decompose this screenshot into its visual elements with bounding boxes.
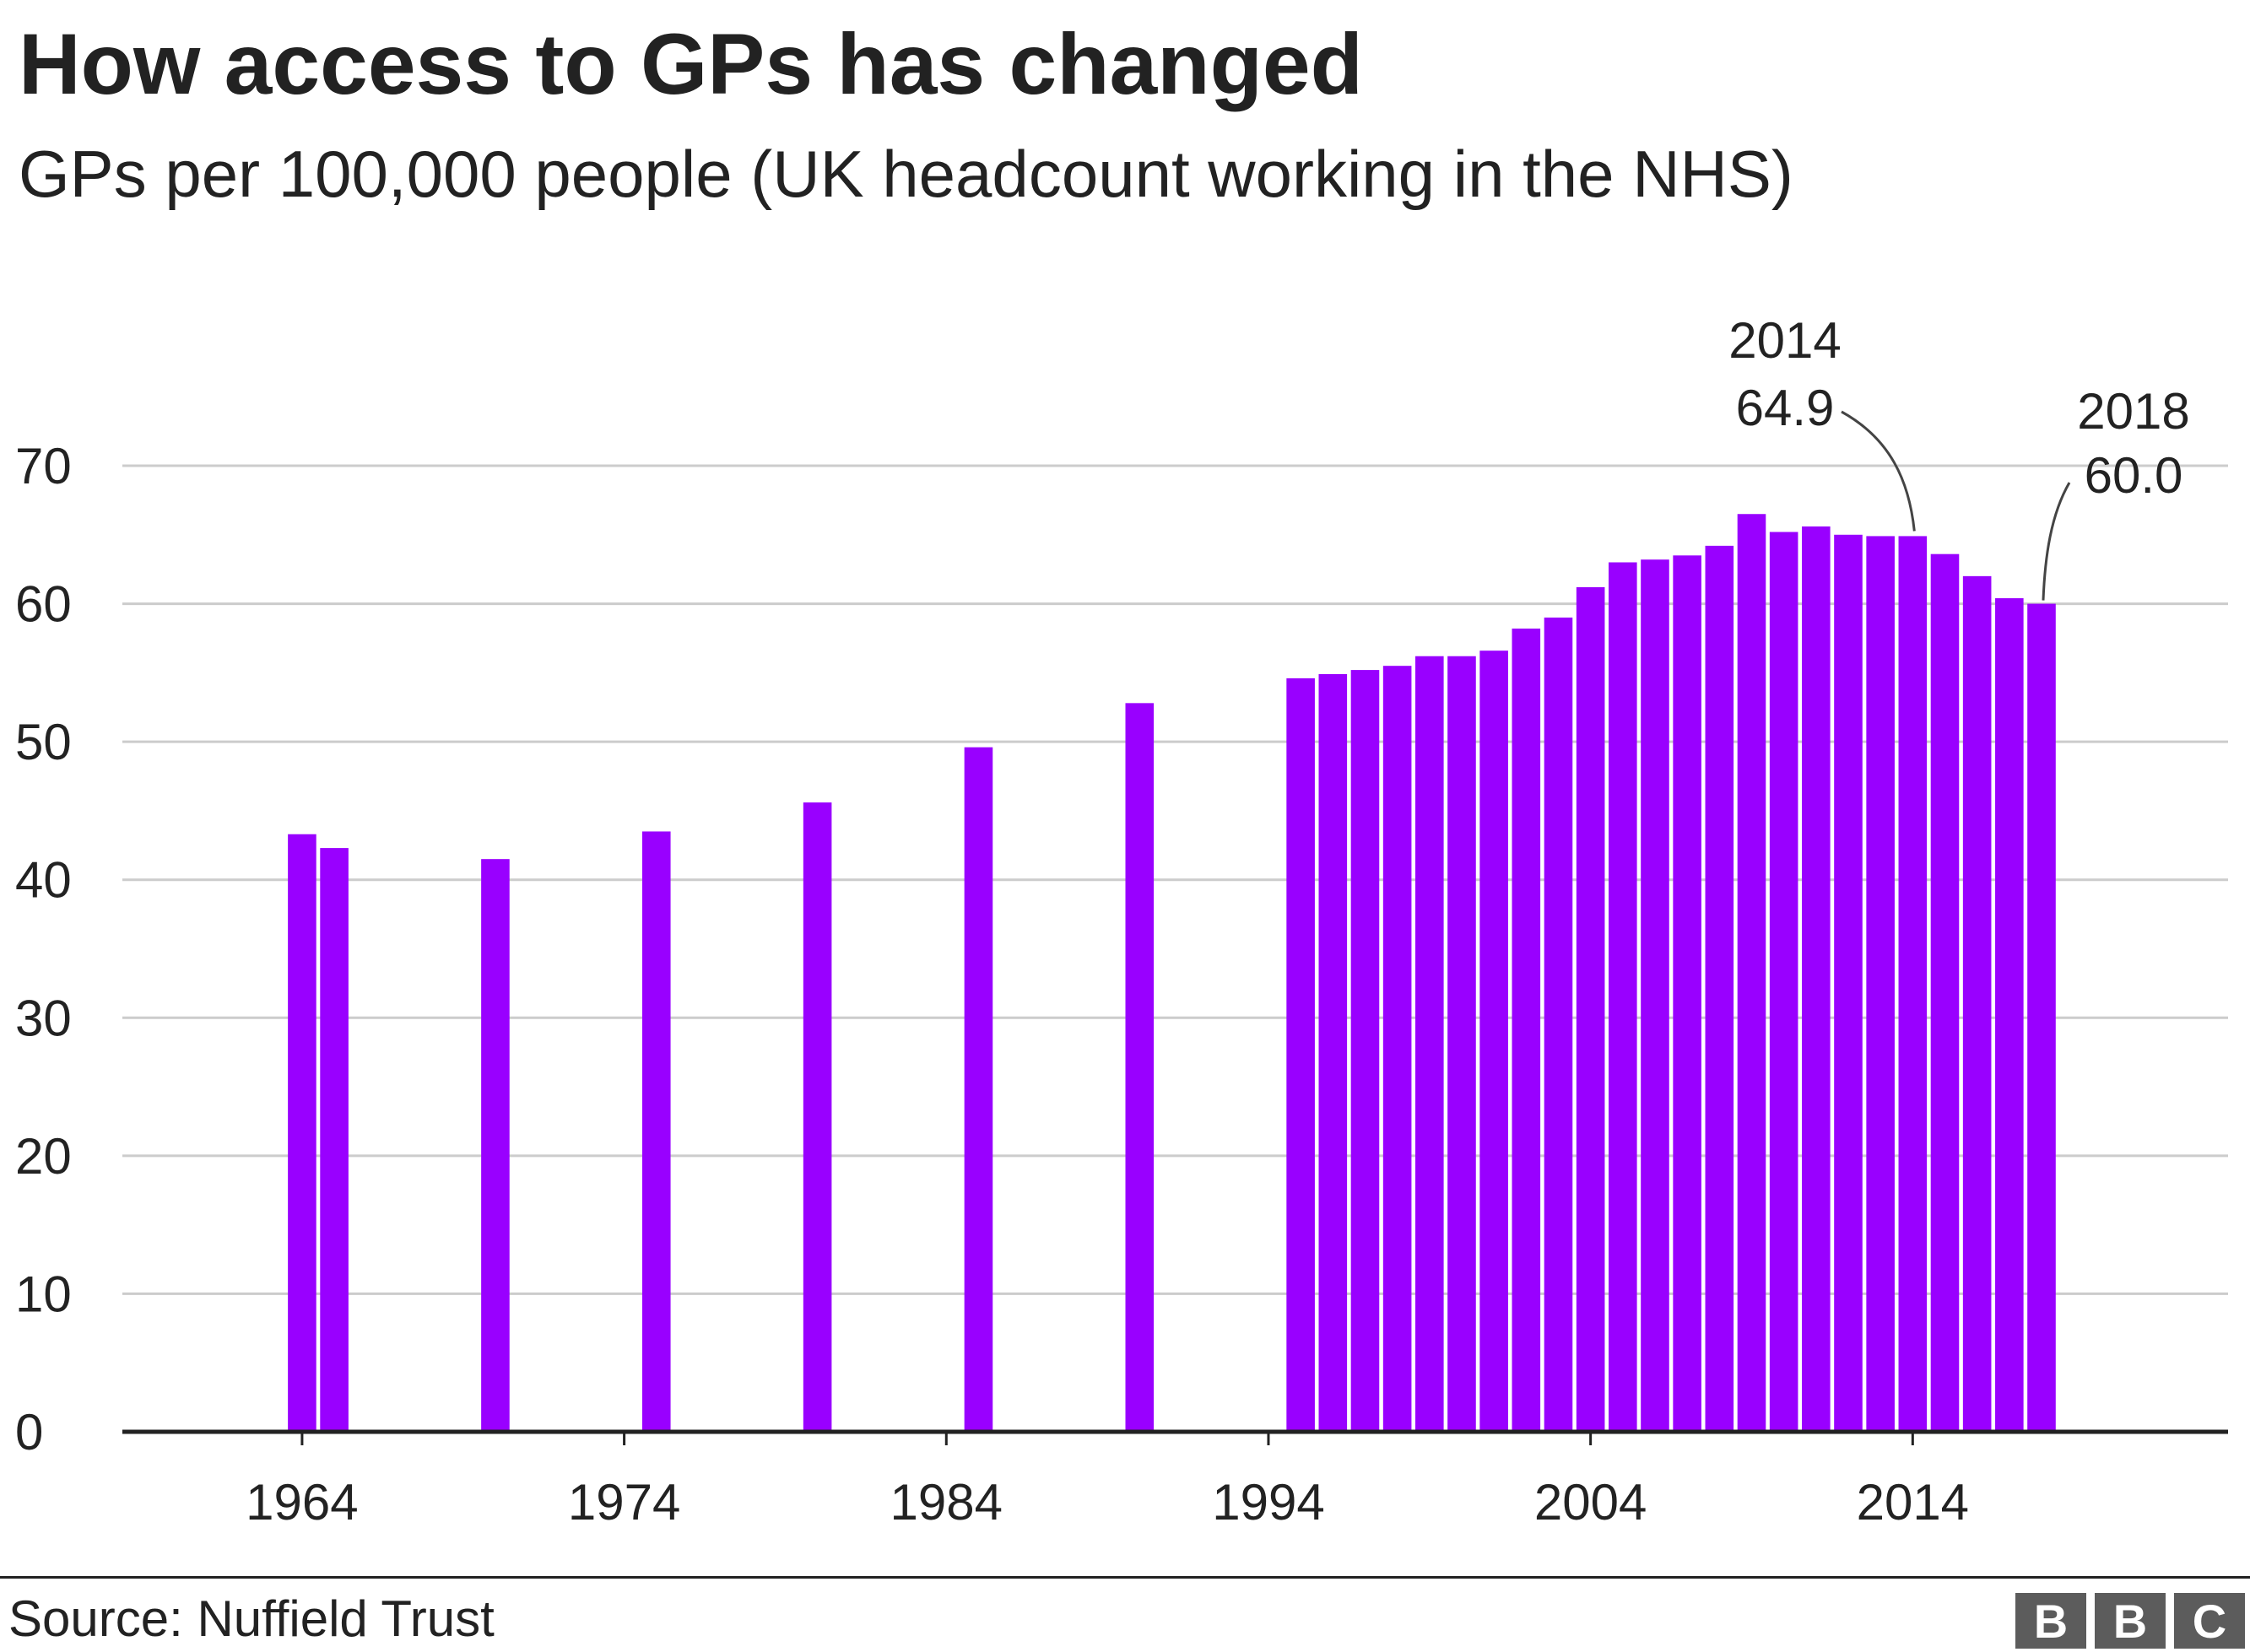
bar-2014 [1898,536,1928,1433]
annotation-2014-callout [1841,410,1916,532]
bar-1975 [641,831,671,1432]
y-tick-label-20: 20 [15,1128,72,1185]
x-tick-label-1964: 1964 [246,1474,358,1531]
annotations: 2014 64.9 2018 60.0 [1728,312,2190,601]
annotation-2018-value: 60.0 [2085,447,2183,504]
bars [288,514,2056,1433]
bar-2018 [2027,603,2056,1432]
bar-1996 [1318,673,1348,1432]
bar-1995 [1286,678,1315,1432]
footer-divider [0,1576,2250,1579]
bar-2015 [1930,553,1960,1432]
x-tick-label-2014: 2014 [1857,1474,1969,1531]
bar-1964 [288,834,316,1432]
logo-letter-c: C [2174,1593,2245,1649]
logo-letter-b1: B [2015,1593,2086,1649]
bar-2010 [1769,532,1798,1432]
bar-2003 [1544,617,1573,1432]
bar-2016 [1962,575,1992,1432]
bar-1965 [320,848,349,1432]
bar-2011 [1802,526,1831,1432]
bar-2006 [1641,559,1669,1433]
bar-1998 [1382,666,1412,1432]
bar-2000 [1447,656,1476,1432]
annotation-2014-year: 2014 [1728,312,1841,369]
y-tick-label-70: 70 [15,438,72,494]
x-tick-label-1984: 1984 [890,1474,1003,1531]
y-tick-label-60: 60 [15,576,72,633]
y-axis-ticks: 0 10 20 30 40 50 60 70 [15,438,72,1460]
source-note: Source: Nuffield Trust [8,1590,495,1647]
bar-1990 [1125,703,1155,1432]
y-tick-label-0: 0 [15,1404,43,1460]
bar-2007 [1673,555,1701,1432]
y-tick-label-10: 10 [15,1266,72,1322]
bar-chart: 0 10 20 30 40 50 60 70 1964 1974 1984 1994 2004 2014… [15,312,2228,1531]
bar-1970 [481,859,510,1432]
bar-2017 [1995,598,2024,1432]
bar-1985 [964,747,993,1432]
chart-title: How access to GPs has changed [19,16,1363,112]
bar-2002 [1512,629,1541,1432]
x-axis-ticks: 1964 1974 1984 1994 2004 2014 [246,1432,1969,1531]
bar-2001 [1479,651,1508,1432]
x-tick-label-1974: 1974 [568,1474,680,1531]
annotation-2018-callout [2042,482,2071,601]
bar-2008 [1705,545,1734,1433]
x-tick-label-2004: 2004 [1534,1474,1647,1531]
annotation-2018-year: 2018 [2077,383,2189,440]
y-tick-label-40: 40 [15,852,72,909]
bar-2012 [1834,534,1863,1433]
y-tick-label-50: 50 [15,714,72,770]
bar-2013 [1866,536,1895,1433]
chart-subtitle: GPs per 100,000 people (UK headcount wor… [19,137,1793,211]
bar-2004 [1576,586,1605,1432]
bar-2005 [1609,562,1637,1432]
bar-1997 [1350,670,1380,1432]
bbc-logo: B B C [2015,1593,2245,1649]
bar-2009 [1737,514,1766,1432]
logo-letter-b2: B [2095,1593,2166,1649]
y-tick-label-30: 30 [15,990,72,1046]
annotation-2014-value: 64.9 [1736,380,1835,436]
bar-1980 [803,802,832,1432]
x-tick-label-1994: 1994 [1212,1474,1324,1531]
bar-1999 [1415,656,1444,1432]
